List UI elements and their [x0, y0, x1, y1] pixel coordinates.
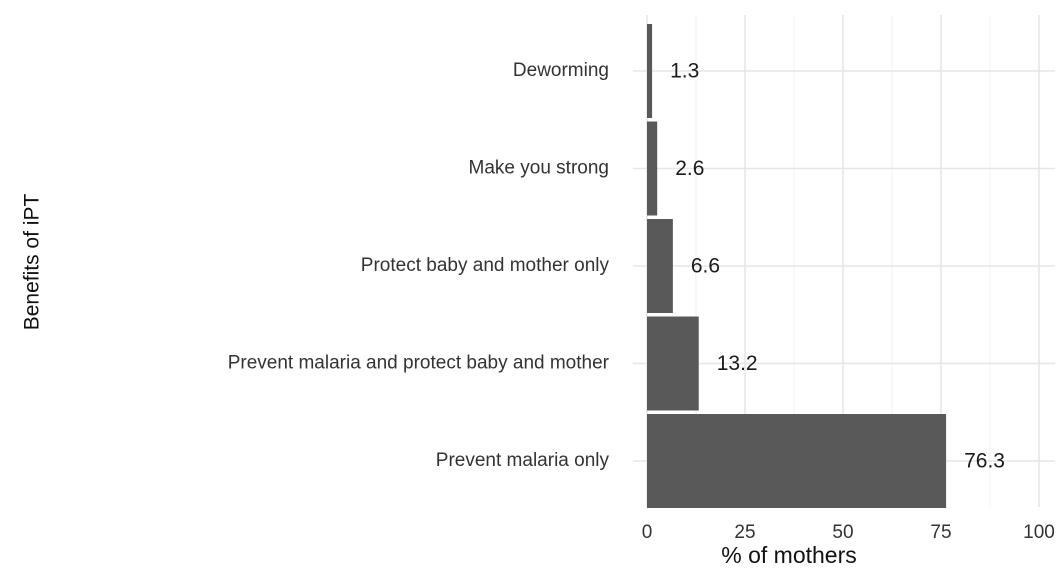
bar: [647, 316, 699, 411]
x-tick-labels: 0 25 50 75 100: [642, 522, 1055, 543]
category-labels: Deworming Make you strong Protect baby and…: [228, 60, 610, 471]
bars: [647, 24, 947, 508]
category-label: Make you strong: [469, 158, 609, 179]
category-label: Protect baby and mother only: [361, 255, 610, 276]
x-tick-label: 75: [930, 522, 951, 543]
x-axis-title: % of mothers: [721, 542, 857, 568]
y-axis-title: Benefits of iPT: [21, 194, 44, 331]
data-label: 13.2: [717, 352, 758, 375]
bar: [647, 219, 673, 313]
data-label: 2.6: [675, 157, 704, 180]
category-label: Deworming: [513, 60, 609, 81]
category-label: Prevent malaria and protect baby and mot…: [228, 353, 610, 374]
category-label: Prevent malaria only: [436, 450, 610, 471]
bar: [647, 414, 947, 508]
data-label: 6.6: [691, 255, 720, 278]
data-labels: 1.3 2.6 6.6 13.2 76.3: [670, 60, 1005, 473]
bar: [647, 24, 653, 118]
x-tick-label: 0: [642, 522, 653, 543]
bar: [647, 121, 658, 216]
x-tick-label: 50: [832, 522, 853, 543]
x-tick-label: 25: [734, 522, 755, 543]
data-label: 1.3: [670, 60, 699, 83]
x-tick-label: 100: [1023, 522, 1055, 543]
data-label: 76.3: [964, 450, 1005, 473]
